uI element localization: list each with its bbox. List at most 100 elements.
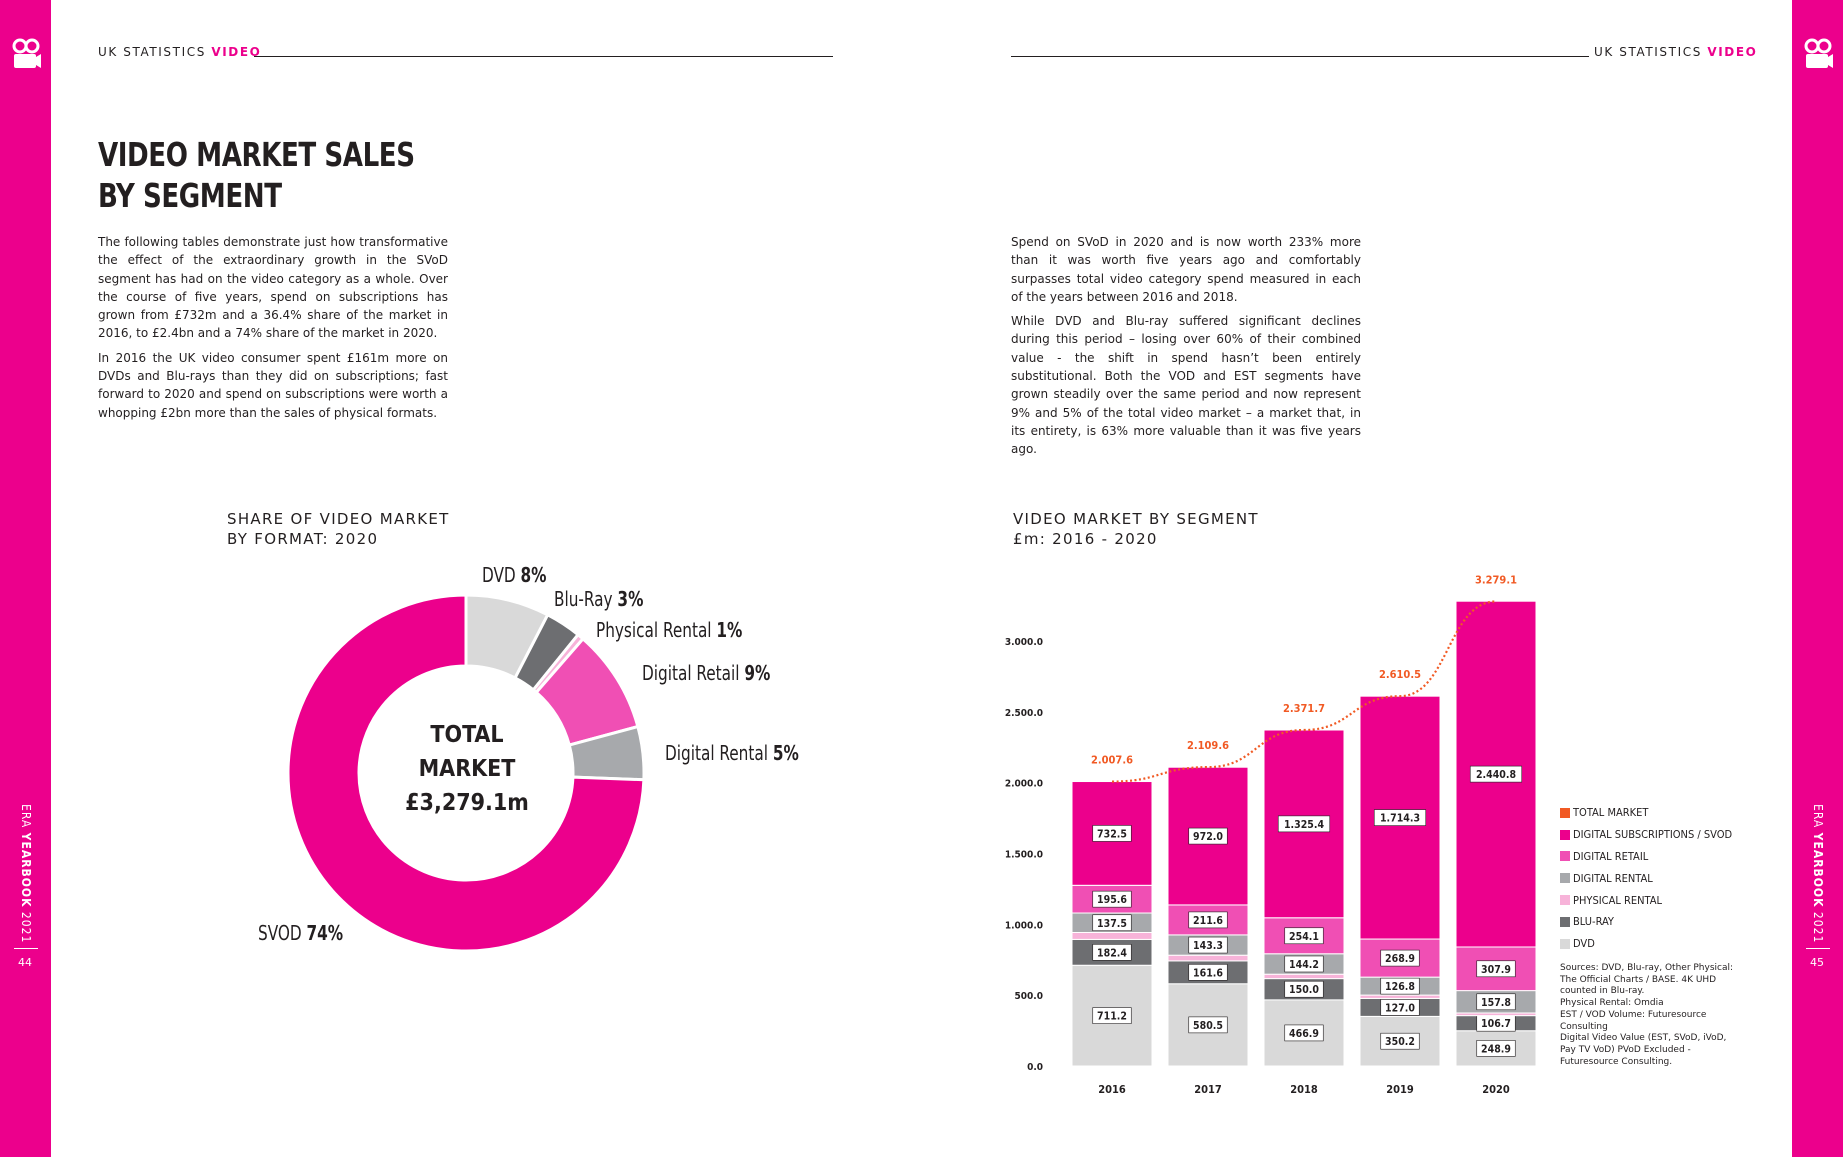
legend-swatch [1560, 916, 1570, 927]
data-label: 150.0 [1284, 980, 1324, 998]
data-label: 580.5 [1188, 1016, 1228, 1034]
data-label: 732.5 [1092, 825, 1132, 842]
slice-label: SVOD 74% [258, 923, 343, 946]
legend-item: DIGITAL RENTAL [1560, 867, 1732, 889]
total-market-line [1111, 600, 1497, 783]
bar-segment-physical-rental [1167, 954, 1249, 962]
svg-text:350.2: 350.2 [1385, 1036, 1415, 1048]
legend-label: DIGITAL RENTAL [1573, 871, 1653, 885]
svg-text:143.3: 143.3 [1193, 940, 1223, 952]
svg-text:254.1: 254.1 [1289, 931, 1319, 943]
data-label: 106.7 [1476, 1014, 1516, 1032]
center-line: TOTAL [430, 722, 504, 748]
data-label: 195.6 [1092, 890, 1132, 908]
legend-label: DIGITAL SUBSCRIPTIONS / SVOD [1573, 828, 1733, 842]
legend-label: DIGITAL RETAIL [1573, 849, 1649, 863]
legend-swatch [1560, 829, 1570, 840]
sources-note: Sources: DVD, Blu-ray, Other Physical: T… [1560, 963, 1734, 1067]
header-rule [1011, 56, 1589, 57]
x-tick-label: 2020 [1482, 1083, 1510, 1096]
data-label: 126.8 [1380, 977, 1420, 995]
bar-segment-physical-rental [1263, 973, 1345, 980]
data-label: 254.1 [1284, 927, 1324, 945]
data-label: 466.9 [1284, 1024, 1324, 1042]
data-label: 248.9 [1476, 1040, 1516, 1057]
svg-text:1.714.3: 1.714.3 [1380, 813, 1420, 825]
legend-swatch [1560, 873, 1570, 884]
data-label: 1.325.4 [1277, 815, 1331, 833]
total-market-label: 3.279.1 [1475, 573, 1517, 586]
data-label: 182.4 [1092, 944, 1132, 961]
y-tick-label: 500.0 [1015, 991, 1043, 1002]
svg-text:248.9: 248.9 [1481, 1043, 1511, 1055]
paragraph: In 2016 the UK video consumer spent £161… [98, 350, 448, 420]
data-label: 137.5 [1092, 914, 1132, 932]
running-header-right: UK STATISTICS VIDEO [1594, 45, 1758, 59]
x-tick-label: 2017 [1194, 1083, 1222, 1096]
paragraph: Spend on SVoD in 2020 and is now worth 2… [1011, 235, 1361, 304]
legend-item: DVD [1560, 933, 1732, 955]
slice-label: Digital Rental 5% [665, 743, 799, 766]
legend-item: TOTAL MARKET [1560, 802, 1732, 824]
right-body-text: Spend on SVoD in 2020 and is now worth 2… [1011, 233, 1361, 465]
slice-label: DVD 8% [482, 565, 547, 588]
total-market-label: 2.007.6 [1091, 754, 1133, 767]
data-label: 350.2 [1380, 1032, 1420, 1050]
svg-text:580.5: 580.5 [1193, 1020, 1223, 1032]
total-market-label: 2.371.7 [1283, 702, 1325, 715]
legend-item: DIGITAL SUBSCRIPTIONS / SVOD [1560, 824, 1732, 846]
data-label: 127.0 [1380, 999, 1420, 1016]
svg-text:2.440.8: 2.440.8 [1476, 769, 1516, 781]
svg-text:126.8: 126.8 [1385, 981, 1415, 993]
svg-text:211.6: 211.6 [1193, 915, 1223, 927]
right-side-bar: ERA YEARBOOK 2021 45 [1792, 0, 1843, 1157]
legend-swatch [1560, 938, 1570, 949]
data-label: 307.9 [1476, 960, 1516, 978]
camera-icon [1804, 38, 1833, 68]
svg-text:127.0: 127.0 [1385, 1002, 1415, 1014]
svg-text:157.8: 157.8 [1481, 997, 1511, 1009]
legend-swatch [1560, 807, 1570, 818]
page-number: 44 [18, 956, 32, 969]
total-market-label: 2.109.6 [1187, 739, 1229, 752]
svg-text:268.9: 268.9 [1385, 953, 1415, 965]
running-header-left: UK STATISTICS VIDEO [98, 45, 262, 59]
center-line: £3,279.1m [405, 790, 529, 816]
bar-chart-legend: TOTAL MARKET DIGITAL SUBSCRIPTIONS / SVOD… [1560, 802, 1732, 955]
svg-text:711.2: 711.2 [1097, 1011, 1127, 1023]
total-market-label: 2.610.5 [1379, 668, 1421, 681]
page-title: VIDEO MARKET SALES BY SEGMENT [98, 135, 415, 215]
data-label: 143.3 [1188, 936, 1228, 954]
data-label: 1.714.3 [1373, 809, 1427, 826]
page-rule [1806, 948, 1830, 949]
y-tick-label: 1.500.0 [1005, 850, 1043, 861]
legend-item: BLU-RAY [1560, 911, 1732, 933]
svg-text:972.0: 972.0 [1193, 831, 1223, 843]
legend-swatch [1560, 895, 1570, 906]
paragraph: The following tables demonstrate just ho… [98, 235, 448, 341]
donut-slice-svod [286, 593, 646, 953]
header-rule [254, 56, 833, 57]
slice-label: Blu-Ray 3% [554, 589, 644, 612]
camera-icon [12, 38, 41, 68]
y-tick-label: 0.0 [1027, 1062, 1043, 1073]
y-tick-label: 3.000.0 [1005, 637, 1043, 648]
left-body-text: The following tables demonstrate just ho… [98, 233, 448, 428]
left-side-bar: ERA YEARBOOK 2021 44 [0, 0, 51, 1157]
paragraph: While DVD and Blu-ray suffered significa… [1011, 314, 1361, 457]
y-tick-label: 2.500.0 [1005, 708, 1043, 719]
data-label: 268.9 [1380, 949, 1420, 967]
center-line: MARKET [418, 756, 516, 782]
svg-text:137.5: 137.5 [1097, 918, 1127, 930]
slice-label: Physical Rental 1% [596, 620, 743, 643]
x-tick-label: 2018 [1290, 1083, 1318, 1096]
slice-label: Digital Retail 9% [642, 663, 771, 686]
svg-text:161.6: 161.6 [1193, 967, 1223, 979]
svg-text:307.9: 307.9 [1481, 964, 1511, 976]
svg-text:732.5: 732.5 [1097, 828, 1127, 840]
bar-segment-digital-retail [1455, 946, 1537, 992]
donut-chart: DVD 8% Blu-Ray 3% Physical Rental 1% Digita… [258, 565, 799, 953]
legend-label: PHYSICAL RENTAL [1573, 893, 1662, 907]
svg-text:150.0: 150.0 [1289, 984, 1319, 996]
legend-swatch [1560, 851, 1570, 862]
